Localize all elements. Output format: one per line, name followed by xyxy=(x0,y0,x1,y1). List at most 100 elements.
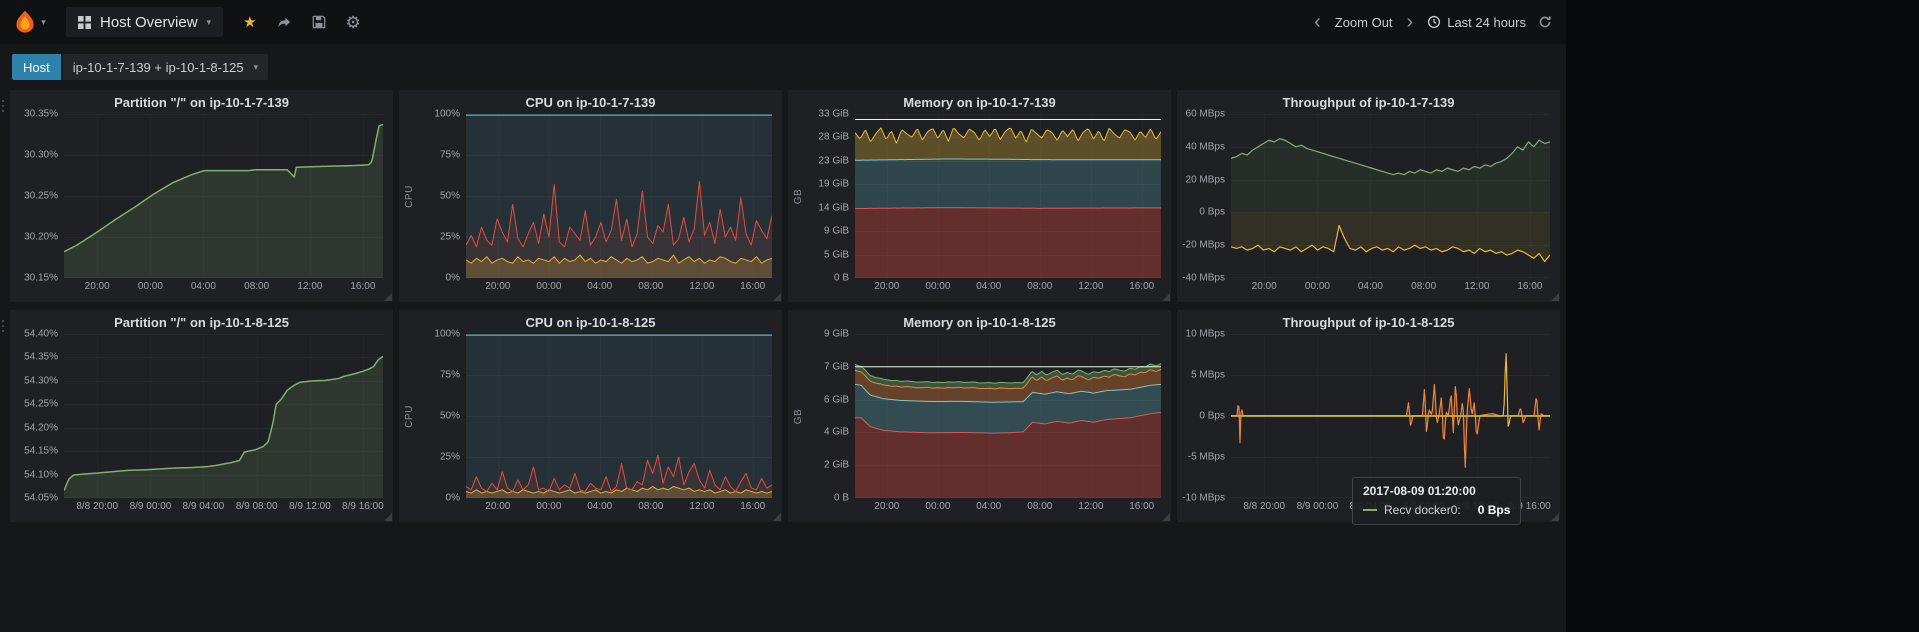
panel-resize-grip[interactable] xyxy=(773,293,781,301)
graph-canvas[interactable] xyxy=(1231,334,1550,498)
variable-value: ip-10-1-7-139 + ip-10-1-8-125 xyxy=(72,59,244,75)
y-tick-label: 9 GiB xyxy=(823,328,849,340)
graph-canvas[interactable] xyxy=(855,334,1161,498)
graph-area xyxy=(855,334,1161,498)
star-button[interactable]: ★ xyxy=(243,15,256,30)
x-tick-label: 20:00 xyxy=(874,281,900,292)
panel-title-partition-ip-10-1-7-139[interactable]: Partition "/" on ip-10-1-7-139 xyxy=(114,95,289,110)
x-tick-label: 12:00 xyxy=(297,281,323,292)
panel-resize-grip[interactable] xyxy=(773,513,781,521)
graph-canvas[interactable] xyxy=(466,114,772,278)
panel-title-memory-ip-10-1-7-139[interactable]: Memory on ip-10-1-7-139 xyxy=(903,95,1056,110)
graph-area xyxy=(855,114,1161,278)
row-menu-handle[interactable] xyxy=(2,320,4,332)
y-tick-label: 75% xyxy=(439,369,460,381)
x-tick-label: 08:00 xyxy=(244,281,270,292)
chevron-left-icon: ‹ xyxy=(1314,11,1321,33)
y-tick-label: 30.25% xyxy=(24,190,58,202)
y-tick-label: 7 GiB xyxy=(823,361,849,373)
chevron-down-icon: ▾ xyxy=(206,16,212,27)
y-tick-label: 19 GiB xyxy=(818,178,849,190)
panel-resize-grip[interactable] xyxy=(384,293,392,301)
x-tick-label: 20:00 xyxy=(874,501,900,512)
x-tick-label: 16:00 xyxy=(740,281,766,292)
y-axis-ticks: 0 B 2 GiB 4 GiB 6 GiB 7 GiB 9 GiB xyxy=(805,329,855,504)
x-axis-ticks: 20:00 00:00 04:00 08:00 12:00 16:00 xyxy=(64,278,383,296)
panel-body-throughput-ip-10-1-7-139: -40 MBps -20 MBps 0 Bps 20 MBps 40 MBps 60 MB… xyxy=(1177,109,1560,284)
panel-title-memory-ip-10-1-8-125[interactable]: Memory on ip-10-1-8-125 xyxy=(903,315,1056,330)
y-tick-label: 100% xyxy=(434,328,460,340)
time-range-button[interactable]: Last 24 hours xyxy=(1427,15,1526,30)
y-axis-label: GB xyxy=(793,408,805,424)
x-tick-label: 08:00 xyxy=(1027,501,1053,512)
y-tick-label: 0 Bps xyxy=(1199,206,1225,218)
panel-body-cpu-ip-10-1-8-125: CPU 0% 25% 50% 75% 100% xyxy=(399,329,782,504)
time-shift-back-button[interactable]: ‹ xyxy=(1312,12,1323,32)
panel-resize-grip[interactable] xyxy=(1551,513,1559,521)
panel-title-partition-ip-10-1-8-125[interactable]: Partition "/" on ip-10-1-8-125 xyxy=(114,315,289,330)
x-tick-label: 04:00 xyxy=(587,501,613,512)
x-tick-label: 8/8 20:00 xyxy=(1243,501,1286,512)
panel-memory-ip-10-1-8-125: Memory on ip-10-1-8-125 GB 0 B 2 GiB 4 GiB 6 … xyxy=(788,310,1171,522)
x-axis-ticks: 20:00 00:00 04:00 08:00 12:00 16:00 xyxy=(466,498,772,516)
panel-resize-grip[interactable] xyxy=(1162,293,1170,301)
x-tick-label: 00:00 xyxy=(925,281,951,292)
time-shift-forward-button[interactable]: › xyxy=(1405,12,1416,32)
y-axis-ticks: -40 MBps -20 MBps 0 Bps 20 MBps 40 MBps 60 MB… xyxy=(1181,109,1231,284)
x-tick-label: 08:00 xyxy=(1027,281,1053,292)
panel-title-throughput-ip-10-1-7-139[interactable]: Throughput of ip-10-1-7-139 xyxy=(1282,95,1455,110)
panel-resize-grip[interactable] xyxy=(1162,513,1170,521)
panel-title-cpu-ip-10-1-8-125[interactable]: CPU on ip-10-1-8-125 xyxy=(525,315,656,330)
y-axis-ticks: 0 B 5 GiB 9 GiB 14 GiB 19 GiB 23 GiB 28 GiB 33 … xyxy=(805,109,855,284)
navbar: ▾ Host Overview ▾ ★ xyxy=(0,0,1566,44)
graph-area xyxy=(64,334,383,498)
x-tick-label: 04:00 xyxy=(190,281,216,292)
dashboard-grid-icon xyxy=(78,15,91,29)
panel-title-cpu-ip-10-1-7-139[interactable]: CPU on ip-10-1-7-139 xyxy=(525,95,656,110)
save-button[interactable] xyxy=(312,15,326,29)
y-tick-label: 28 GiB xyxy=(818,131,849,143)
y-axis-label: CPU xyxy=(404,404,415,428)
y-tick-label: 10 MBps xyxy=(1185,328,1225,340)
share-button[interactable] xyxy=(277,15,292,30)
x-tick-label: 8/9 08:00 xyxy=(235,501,278,512)
refresh-button[interactable] xyxy=(1538,15,1552,29)
graph-canvas[interactable] xyxy=(1231,114,1550,278)
y-tick-label: 4 GiB xyxy=(823,426,849,438)
x-tick-label: 8/9 16:00 xyxy=(342,501,384,512)
dashboard-picker-button[interactable]: Host Overview ▾ xyxy=(66,7,224,37)
graph-canvas[interactable] xyxy=(64,334,383,498)
y-tick-label: 30.15% xyxy=(24,272,58,284)
panel-title-throughput-ip-10-1-8-125[interactable]: Throughput of ip-10-1-8-125 xyxy=(1282,315,1455,330)
panel-partition-ip-10-1-8-125: Partition "/" on ip-10-1-8-125 54.05% 54.1… xyxy=(10,310,393,522)
variable-value-dropdown[interactable]: ip-10-1-7-139 + ip-10-1-8-125 ▾ xyxy=(62,54,269,80)
graph-canvas[interactable] xyxy=(466,334,772,498)
x-tick-label: 04:00 xyxy=(976,281,1002,292)
y-tick-label: 33 GiB xyxy=(818,108,849,120)
y-axis-ticks: 0% 25% 50% 75% 100% xyxy=(416,329,466,504)
y-tick-label: -20 MBps xyxy=(1182,239,1225,251)
settings-button[interactable]: ⚙ xyxy=(346,14,361,31)
row-menu-handle[interactable] xyxy=(2,100,4,112)
graph-canvas[interactable] xyxy=(64,114,383,278)
panel-resize-grip[interactable] xyxy=(384,513,392,521)
x-tick-label: 08:00 xyxy=(638,281,664,292)
panel-body-cpu-ip-10-1-7-139: CPU 0% 25% 50% 75% 100% xyxy=(399,109,782,284)
x-tick-label: 00:00 xyxy=(137,281,163,292)
panel-resize-grip[interactable] xyxy=(1551,293,1559,301)
y-axis-ticks: 30.15% 30.20% 30.25% 30.30% 30.35% xyxy=(14,109,64,284)
x-axis-ticks: 20:00 00:00 04:00 08:00 12:00 16:00 xyxy=(466,278,772,296)
grafana-app: ▾ Host Overview ▾ ★ xyxy=(0,0,1566,632)
y-tick-label: 25% xyxy=(439,451,460,463)
zoom-out-button[interactable]: Zoom Out xyxy=(1334,14,1393,30)
y-axis-ticks: 0% 25% 50% 75% 100% xyxy=(416,109,466,284)
grafana-logo-button[interactable]: ▾ xyxy=(0,0,58,44)
dashboard-title: Host Overview xyxy=(100,13,198,31)
y-tick-label: 100% xyxy=(434,108,460,120)
dash-row-1: Partition "/" on ip-10-1-7-139 30.15% 30.2… xyxy=(2,90,1560,302)
panel-cpu-ip-10-1-7-139: CPU on ip-10-1-7-139 CPU 0% 25% 50% 75% 100% 20… xyxy=(399,90,782,302)
panel-body-partition-ip-10-1-7-139: 30.15% 30.20% 30.25% 30.30% 30.35% xyxy=(10,109,393,284)
y-tick-label: 54.25% xyxy=(24,398,58,410)
y-tick-label: -10 MBps xyxy=(1182,492,1225,504)
graph-canvas[interactable] xyxy=(855,114,1161,278)
